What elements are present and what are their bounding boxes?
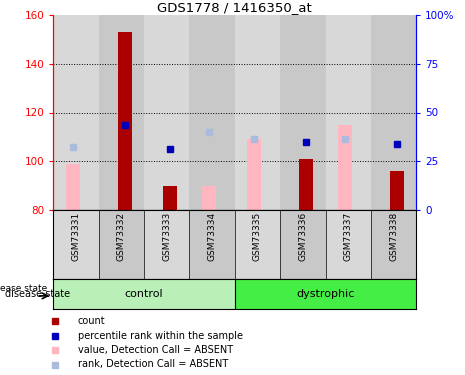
- Bar: [235, 210, 280, 279]
- Bar: [371, 15, 416, 210]
- Bar: [99, 15, 144, 210]
- Bar: [163, 186, 177, 210]
- Text: count: count: [78, 316, 105, 326]
- Text: rank, Detection Call = ABSENT: rank, Detection Call = ABSENT: [78, 360, 228, 369]
- Bar: [99, 210, 144, 279]
- Bar: [280, 15, 326, 210]
- Bar: [371, 210, 416, 279]
- Bar: [144, 210, 190, 279]
- Bar: [202, 186, 216, 210]
- Text: disease state: disease state: [5, 290, 70, 299]
- Text: control: control: [125, 290, 164, 299]
- Bar: [235, 15, 280, 210]
- Text: percentile rank within the sample: percentile rank within the sample: [78, 331, 243, 340]
- Bar: [247, 140, 261, 210]
- Text: GSM73331: GSM73331: [72, 212, 80, 261]
- Title: GDS1778 / 1416350_at: GDS1778 / 1416350_at: [158, 1, 312, 14]
- Bar: [189, 210, 235, 279]
- Bar: [280, 210, 326, 279]
- Text: GSM73337: GSM73337: [344, 212, 352, 261]
- Bar: [66, 164, 80, 210]
- Bar: [390, 171, 404, 210]
- Text: GSM73338: GSM73338: [389, 212, 398, 261]
- Bar: [53, 279, 235, 309]
- Text: disease state: disease state: [0, 284, 47, 293]
- Text: GSM73336: GSM73336: [299, 212, 307, 261]
- Text: dystrophic: dystrophic: [296, 290, 355, 299]
- Bar: [53, 210, 99, 279]
- Text: GSM73333: GSM73333: [162, 212, 171, 261]
- Bar: [299, 159, 313, 210]
- Bar: [118, 32, 132, 210]
- Bar: [53, 15, 99, 210]
- Bar: [338, 124, 352, 210]
- Bar: [326, 15, 371, 210]
- Bar: [189, 15, 235, 210]
- Bar: [235, 279, 416, 309]
- Text: GSM73335: GSM73335: [253, 212, 262, 261]
- Text: GSM73332: GSM73332: [117, 212, 126, 261]
- Bar: [326, 210, 371, 279]
- Bar: [144, 15, 189, 210]
- Text: GSM73334: GSM73334: [208, 212, 217, 261]
- Text: value, Detection Call = ABSENT: value, Detection Call = ABSENT: [78, 345, 233, 355]
